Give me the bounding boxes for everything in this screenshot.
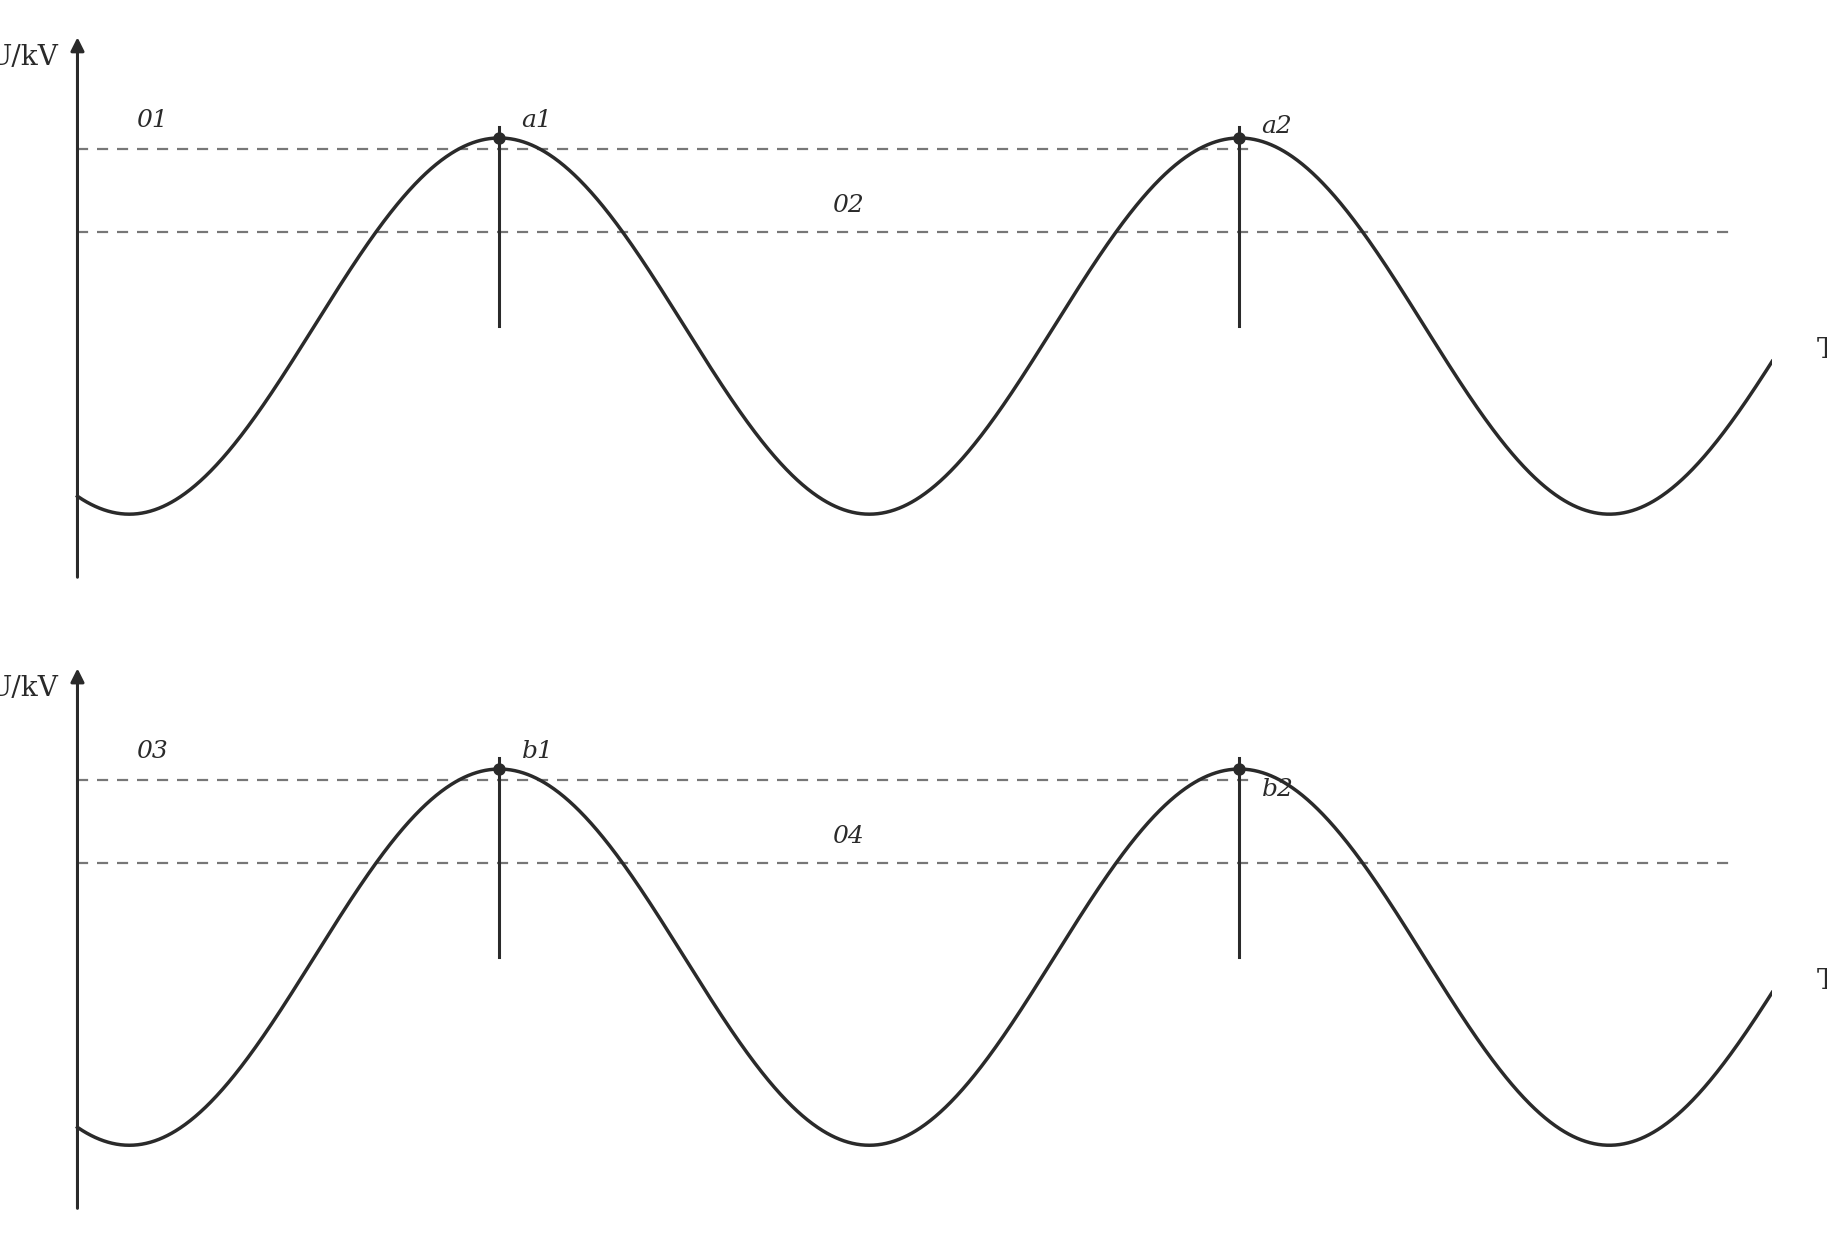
Text: T/s: T/s (1816, 969, 1827, 995)
Text: b1: b1 (521, 740, 554, 763)
Text: 02: 02 (833, 195, 864, 217)
Text: U/kV: U/kV (0, 675, 58, 702)
Text: 04: 04 (833, 825, 864, 848)
Text: a2: a2 (1262, 115, 1292, 138)
Text: 03: 03 (137, 740, 168, 763)
Text: U/kV: U/kV (0, 44, 58, 72)
Text: 01: 01 (137, 109, 168, 132)
Text: T/s: T/s (1816, 338, 1827, 364)
Text: a1: a1 (521, 109, 552, 132)
Text: b2: b2 (1262, 778, 1294, 802)
